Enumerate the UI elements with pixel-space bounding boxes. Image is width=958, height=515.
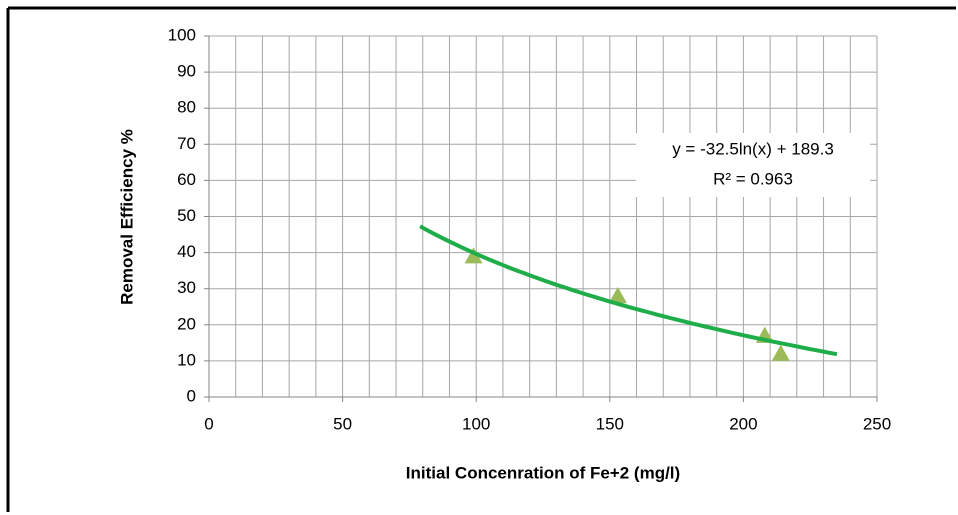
y-tick-label: 40 bbox=[177, 242, 196, 261]
x-tick-label: 150 bbox=[596, 414, 624, 433]
y-tick-label: 0 bbox=[187, 386, 196, 405]
y-tick-label: 100 bbox=[168, 25, 196, 44]
y-tick-label: 10 bbox=[177, 350, 196, 369]
grid bbox=[204, 35, 878, 402]
y-tick-label: 80 bbox=[177, 98, 196, 117]
x-tick-label: 100 bbox=[462, 414, 490, 433]
trend-equation: y = -32.5ln(x) + 189.3 bbox=[672, 139, 834, 158]
point bbox=[608, 286, 627, 304]
frame bbox=[6, 6, 956, 512]
x-tick-label: 0 bbox=[204, 414, 213, 433]
y-tick-label: 20 bbox=[177, 314, 196, 333]
annotation-box bbox=[636, 133, 870, 197]
point bbox=[771, 344, 790, 361]
trendline bbox=[419, 224, 838, 357]
y-tick-label: 60 bbox=[177, 170, 196, 189]
marks bbox=[419, 224, 838, 361]
trend-r2: R² = 0.963 bbox=[713, 169, 793, 188]
y-tick-label: 90 bbox=[177, 62, 196, 81]
y-axis-label: Removal Efficiency % bbox=[117, 129, 136, 305]
x-tick-label: 250 bbox=[863, 414, 891, 433]
x-tick-label: 200 bbox=[729, 414, 757, 433]
y-tick-label: 30 bbox=[177, 278, 196, 297]
y-tick-label: 50 bbox=[177, 206, 196, 225]
point bbox=[464, 247, 483, 264]
y-tick-label: 70 bbox=[177, 134, 196, 153]
x-axis-label: Initial Concenration of Fe+2 (mg/l) bbox=[406, 463, 680, 482]
x-tick-label: 50 bbox=[333, 414, 352, 433]
